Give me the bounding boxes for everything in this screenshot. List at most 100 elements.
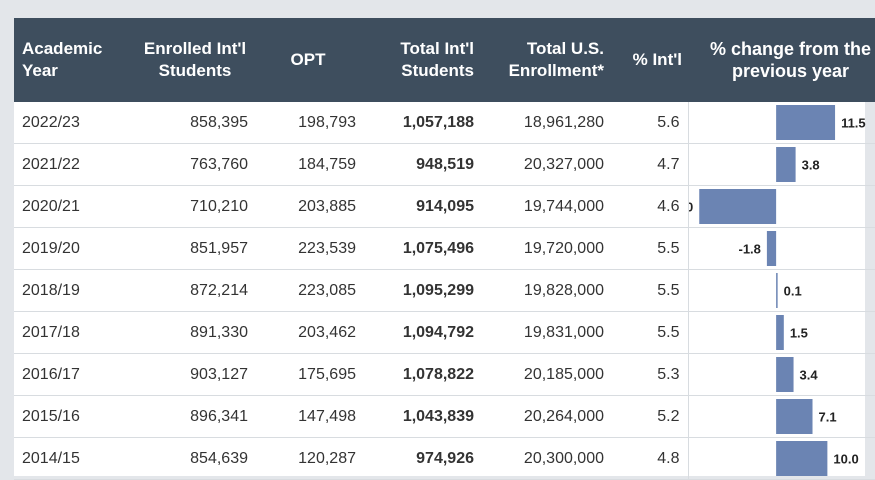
header-pct-change: % change from the previous year (688, 18, 875, 102)
cell-pct-change-chart: -15.0 (688, 186, 875, 228)
cell-enrolled-intl: 872,214 (136, 270, 254, 312)
cell-pct-intl: 5.6 (610, 102, 688, 144)
cell-pct-intl: 5.5 (610, 312, 688, 354)
cell-opt: 203,462 (254, 312, 362, 354)
cell-enrolled-intl: 763,760 (136, 144, 254, 186)
cell-total-intl: 974,926 (362, 438, 480, 480)
cell-opt: 184,759 (254, 144, 362, 186)
cell-enrolled-intl: 851,957 (136, 228, 254, 270)
cell-total-us-enrollment: 19,744,000 (480, 186, 610, 228)
cell-academic-year: 2019/20 (14, 228, 136, 270)
cell-pct-change-chart: 10.0 (688, 438, 875, 480)
cell-enrolled-intl: 903,127 (136, 354, 254, 396)
pct-change-bar (776, 147, 795, 182)
cell-pct-intl: 5.5 (610, 228, 688, 270)
cell-opt: 223,539 (254, 228, 362, 270)
cell-opt: 198,793 (254, 102, 362, 144)
cell-total-intl: 1,075,496 (362, 228, 480, 270)
cell-enrolled-intl: 891,330 (136, 312, 254, 354)
pct-change-label: 3.8 (801, 158, 819, 173)
cell-total-intl: 1,057,188 (362, 102, 480, 144)
header-total-us-enrollment: Total U.S. Enrollment* (480, 18, 610, 102)
cell-enrolled-intl: 710,210 (136, 186, 254, 228)
cell-academic-year: 2020/21 (14, 186, 136, 228)
cell-pct-intl: 5.3 (610, 354, 688, 396)
cell-pct-intl: 5.2 (610, 396, 688, 438)
pct-change-bar (699, 189, 776, 224)
cell-total-us-enrollment: 19,828,000 (480, 270, 610, 312)
cell-total-intl: 1,094,792 (362, 312, 480, 354)
pct-change-bar-svg: 0.1 (689, 270, 875, 311)
pct-change-bar-svg: 3.4 (689, 354, 875, 395)
cell-pct-intl: 5.5 (610, 270, 688, 312)
cell-total-us-enrollment: 19,720,000 (480, 228, 610, 270)
pct-change-bar (776, 441, 827, 476)
header-academic-year: Academic Year (14, 18, 136, 102)
cell-total-intl: 1,095,299 (362, 270, 480, 312)
pct-change-bar (776, 399, 812, 434)
cell-opt: 175,695 (254, 354, 362, 396)
pct-change-label: -1.8 (738, 242, 760, 257)
pct-change-label: 11.5 (841, 116, 866, 131)
cell-enrolled-intl: 896,341 (136, 396, 254, 438)
cell-total-us-enrollment: 19,831,000 (480, 312, 610, 354)
cell-total-intl: 914,095 (362, 186, 480, 228)
cell-academic-year: 2021/22 (14, 144, 136, 186)
cell-pct-change-chart: 11.5 (688, 102, 875, 144)
pct-change-bar-svg: -15.0 (689, 186, 875, 227)
pct-change-label: -15.0 (689, 200, 693, 215)
pct-change-bar-svg: 7.1 (689, 396, 875, 437)
cell-total-intl: 1,078,822 (362, 354, 480, 396)
cell-total-intl: 1,043,839 (362, 396, 480, 438)
enrollment-table-container: Academic Year Enrolled Int'l Students OP… (14, 18, 865, 476)
pct-change-bar-svg: 3.8 (689, 144, 875, 185)
cell-enrolled-intl: 858,395 (136, 102, 254, 144)
pct-change-bar-svg: 10.0 (689, 438, 875, 479)
cell-total-us-enrollment: 20,185,000 (480, 354, 610, 396)
cell-academic-year: 2022/23 (14, 102, 136, 144)
pct-change-bar (776, 357, 793, 392)
cell-pct-change-chart: 3.4 (688, 354, 875, 396)
cell-enrolled-intl: 854,639 (136, 438, 254, 480)
pct-change-bar-svg: 1.5 (689, 312, 875, 353)
pct-change-label: 0.1 (783, 284, 801, 299)
header-pct-intl: % Int'l (610, 18, 688, 102)
header-row: Academic Year Enrolled Int'l Students OP… (14, 18, 875, 102)
cell-opt: 147,498 (254, 396, 362, 438)
header-enrolled-intl: Enrolled Int'l Students (136, 18, 254, 102)
cell-pct-change-chart: -1.8 (688, 228, 875, 270)
cell-total-intl: 948,519 (362, 144, 480, 186)
cell-opt: 120,287 (254, 438, 362, 480)
header-opt: OPT (254, 18, 362, 102)
pct-change-bar (776, 315, 784, 350)
cell-pct-intl: 4.8 (610, 438, 688, 480)
pct-change-label: 3.4 (799, 368, 818, 383)
cell-pct-change-chart: 0.1 (688, 270, 875, 312)
pct-change-label: 7.1 (818, 410, 836, 425)
pct-change-bar-svg: -1.8 (689, 228, 875, 269)
cell-opt: 223,085 (254, 270, 362, 312)
pct-change-bar-svg: 11.5 (689, 102, 875, 143)
cell-academic-year: 2014/15 (14, 438, 136, 480)
cell-academic-year: 2017/18 (14, 312, 136, 354)
pct-change-bar (776, 273, 778, 308)
cell-total-us-enrollment: 20,300,000 (480, 438, 610, 480)
pct-change-bar (776, 105, 835, 140)
pct-change-label: 1.5 (789, 326, 807, 341)
cell-pct-intl: 4.7 (610, 144, 688, 186)
cell-pct-intl: 4.6 (610, 186, 688, 228)
cell-total-us-enrollment: 18,961,280 (480, 102, 610, 144)
cell-opt: 203,885 (254, 186, 362, 228)
cell-academic-year: 2015/16 (14, 396, 136, 438)
cell-pct-change-chart: 7.1 (688, 396, 875, 438)
pct-change-bar (766, 231, 775, 266)
